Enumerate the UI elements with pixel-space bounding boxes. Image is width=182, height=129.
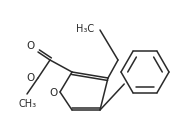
Text: H₃C: H₃C [76, 24, 94, 34]
Text: O: O [27, 73, 35, 83]
Text: CH₃: CH₃ [19, 99, 37, 109]
Text: O: O [50, 88, 58, 98]
Text: O: O [27, 41, 35, 51]
